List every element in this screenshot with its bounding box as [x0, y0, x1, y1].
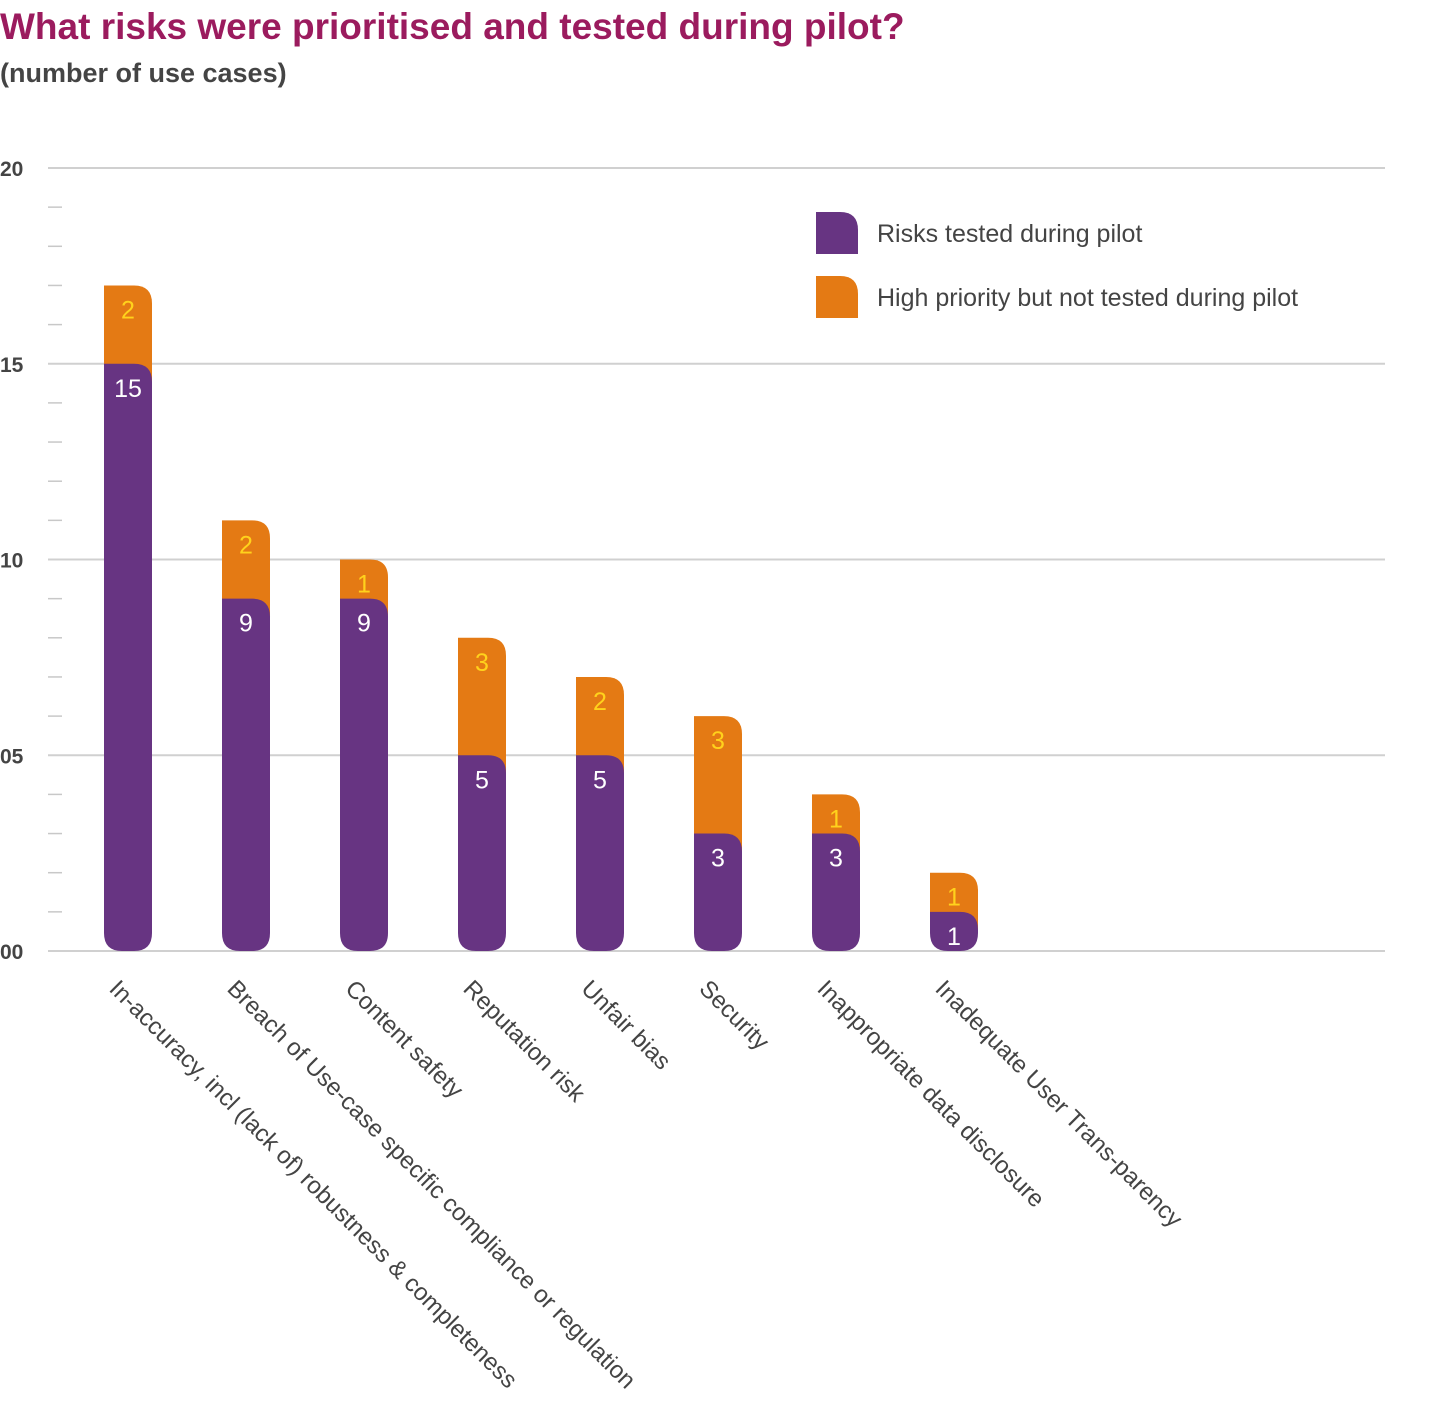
bar-not-tested: [576, 676, 624, 774]
legend-label: High priority but not tested during pilo…: [877, 284, 1298, 312]
bar-group: 29: [222, 520, 270, 951]
bar-tested: [694, 833, 742, 951]
data-label-tested: 3: [711, 845, 725, 873]
bar-tested: [458, 755, 506, 951]
data-label-tested: 5: [593, 766, 607, 794]
bar-tested: [104, 363, 152, 951]
y-tick-label: 20: [0, 158, 23, 181]
bar-tested: [812, 833, 860, 951]
x-category-label: Reputation risk: [458, 975, 591, 1108]
data-label-not-tested: 3: [475, 649, 489, 677]
data-label-tested: 5: [475, 766, 489, 794]
y-tick-label: 00: [0, 941, 23, 964]
data-label-tested: 9: [239, 610, 253, 638]
data-label-not-tested: 2: [121, 296, 135, 324]
data-label-not-tested: 2: [239, 531, 253, 559]
y-tick-label: 15: [0, 354, 24, 377]
bar-not-tested: [694, 716, 742, 852]
data-label-not-tested: 1: [357, 571, 371, 599]
chart-subtitle: (number of use cases): [0, 58, 287, 88]
bar-group: 19: [340, 559, 388, 951]
bar-not-tested: [458, 637, 506, 774]
y-tick-label: 10: [0, 550, 23, 573]
bar-not-tested: [104, 285, 152, 382]
x-category-label: Inadequate User Trans-parency: [930, 975, 1188, 1233]
x-category-label: Security: [694, 975, 774, 1055]
bar-group: 13: [812, 794, 860, 951]
data-label-tested: 15: [114, 375, 142, 403]
bar-not-tested: [222, 520, 270, 617]
y-tick-label: 05: [0, 745, 24, 768]
data-label-not-tested: 1: [947, 884, 961, 912]
data-label-not-tested: 1: [829, 805, 843, 833]
bar-tested: [340, 598, 388, 951]
data-label-tested: 3: [829, 845, 843, 873]
bar-group: 11: [930, 872, 978, 951]
legend-label: Risks tested during pilot: [877, 220, 1142, 248]
data-label-not-tested: 3: [711, 727, 725, 755]
chart-title: What risks were prioritised and tested d…: [0, 6, 905, 47]
bar-group: 2 15: [104, 285, 152, 951]
bar-tested: [930, 911, 978, 951]
data-label-tested: 1: [947, 923, 961, 951]
bar-tested: [576, 755, 624, 951]
x-category-label: Content safety: [340, 975, 469, 1104]
x-category-label: Inappropriate data disclosure: [812, 975, 1050, 1213]
bar-group: 33: [694, 716, 742, 951]
legend-swatch: [816, 276, 858, 318]
bar-group: 25: [576, 676, 624, 951]
bar-group: 35: [458, 637, 506, 951]
x-category-label: Unfair bias: [576, 975, 676, 1075]
legend-swatch: [816, 212, 858, 254]
data-label-tested: 9: [357, 610, 371, 638]
x-category-label: Breach of Use-case specific compliance o…: [222, 975, 641, 1394]
data-label-not-tested: 2: [593, 688, 607, 716]
bar-tested: [222, 598, 270, 951]
x-category-label: In-accuracy, incl (lack of) robustness &…: [104, 975, 523, 1394]
